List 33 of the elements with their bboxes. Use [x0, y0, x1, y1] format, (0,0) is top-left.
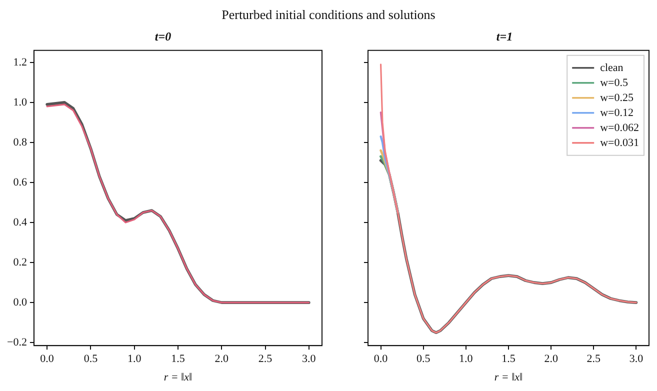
x-tick-label: 1.5 — [502, 353, 516, 366]
x-tick-label: 2.5 — [586, 353, 602, 366]
y-tick-label: 1.2 — [13, 56, 27, 68]
chart-subtitle: t=1 — [496, 29, 513, 44]
x-tick-label: 0.0 — [374, 353, 388, 366]
y-tick-label: 0.2 — [13, 256, 27, 268]
y-tick-label: 0.6 — [13, 176, 28, 188]
y-tick-label: 1.0 — [13, 96, 28, 108]
legend-label: w=0.12 — [600, 106, 634, 119]
y-tick-label: 0.0 — [13, 296, 28, 308]
x-axis-title: r = ‖x‖ — [494, 371, 523, 384]
y-tick-label: 0.4 — [13, 216, 28, 228]
x-tick-label: 2.0 — [214, 353, 229, 366]
x-tick-label: 1.0 — [459, 353, 474, 366]
x-tick-label: 1.0 — [127, 353, 142, 366]
x-tick-label: 0.5 — [84, 353, 98, 366]
x-tick-label: 1.5 — [171, 353, 186, 366]
x-tick-label: 0.5 — [416, 353, 431, 366]
legend-label: clean — [600, 62, 624, 74]
x-axis-title: r = ‖x‖ — [164, 371, 192, 384]
x-tick-label: 2.5 — [258, 353, 273, 366]
legend-label: w=0.25 — [600, 92, 634, 104]
legend-label: w=0.031 — [600, 136, 640, 149]
y-tick-label: −0.2 — [6, 336, 27, 348]
y-tick-label: 0.8 — [13, 136, 28, 148]
x-tick-label: 3.0 — [629, 353, 644, 366]
chart-subtitle: t=0 — [154, 29, 172, 44]
x-tick-label: 2.0 — [544, 353, 558, 366]
legend-label: w=0.062 — [600, 122, 640, 134]
legend-label: w=0.5 — [600, 76, 628, 89]
x-tick-label: 0.0 — [40, 353, 54, 366]
x-tick-label: 3.0 — [302, 353, 316, 366]
chart-title: Perturbed initial conditions and solutions — [220, 6, 436, 24]
